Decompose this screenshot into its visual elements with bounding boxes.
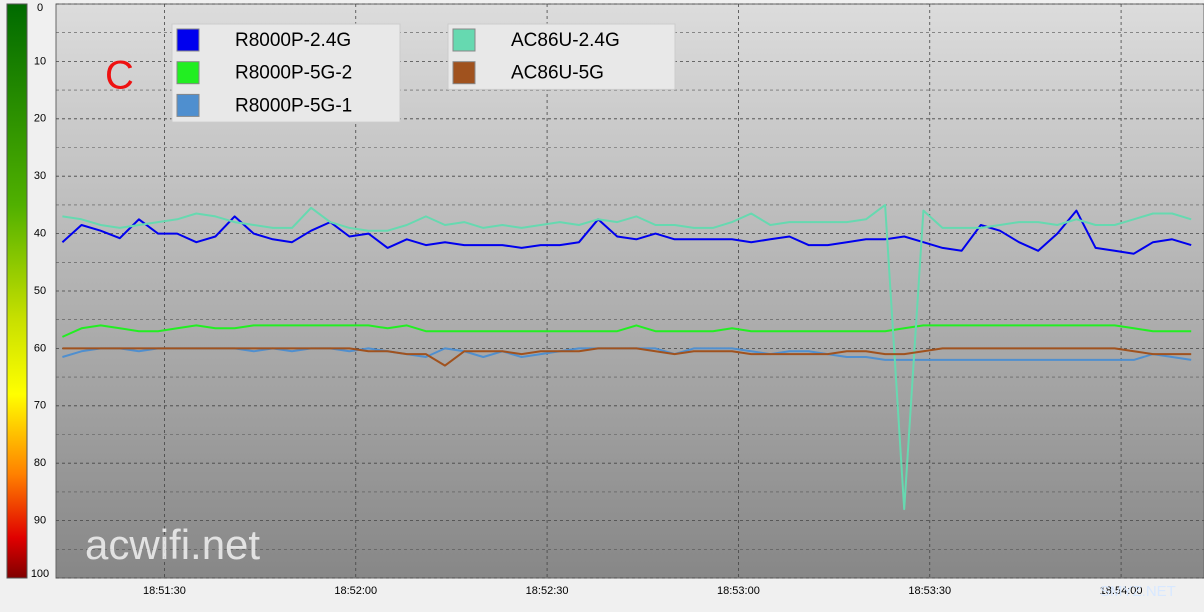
watermark: acwifi.net <box>85 521 260 568</box>
legend-swatch <box>176 28 200 52</box>
series-line <box>61 209 1192 255</box>
watermark: SMYZ.NET <box>1100 583 1176 600</box>
y-tick-label: 30 <box>34 170 46 182</box>
legend-swatch <box>176 93 200 117</box>
legend-label: R8000P-5G-1 <box>235 95 352 116</box>
series-line <box>61 324 1192 338</box>
legend-swatch <box>176 61 200 85</box>
y-tick-label: 20 <box>34 113 46 125</box>
x-tick-label: 18:54:00 <box>1100 585 1143 597</box>
y-tick-label: 50 <box>34 285 46 297</box>
legend-box <box>171 23 401 123</box>
x-tick-label: 18:51:30 <box>143 585 186 597</box>
color-bar <box>6 3 28 579</box>
legend-label: AC86U-5G <box>511 63 604 84</box>
x-tick-label: 18:53:30 <box>908 585 951 597</box>
y-tick-label: 90 <box>34 515 46 527</box>
y-tick-label: 100 <box>31 568 49 580</box>
y-tick-label: 70 <box>34 400 46 412</box>
y-tick-label: 0 <box>37 2 43 14</box>
y-tick-label: 80 <box>34 457 46 469</box>
legend-label: AC86U-2.4G <box>511 30 620 51</box>
x-tick-label: 18:52:30 <box>526 585 569 597</box>
annotation: C <box>105 54 134 98</box>
y-tick-label: 10 <box>34 55 46 67</box>
y-tick-label: 60 <box>34 342 46 354</box>
legend-swatch <box>452 61 476 85</box>
series-line <box>62 203 1192 511</box>
x-tick-label: 18:53:00 <box>717 585 760 597</box>
legend-label: R8000P-2.4G <box>235 30 351 51</box>
y-tick-label: 40 <box>34 228 46 240</box>
legend-box <box>447 23 676 90</box>
legend-label: R8000P-5G-2 <box>235 63 352 84</box>
legend-swatch <box>452 28 476 52</box>
x-tick-label: 18:52:00 <box>334 585 377 597</box>
series-line <box>62 347 1192 367</box>
